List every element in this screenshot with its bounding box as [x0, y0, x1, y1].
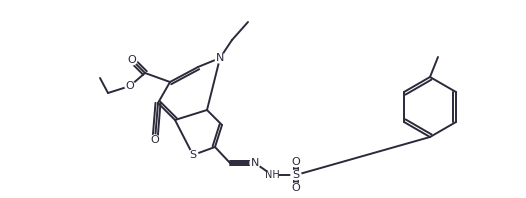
- Text: S: S: [292, 170, 300, 180]
- Text: NH: NH: [265, 170, 279, 180]
- Text: S: S: [189, 150, 197, 160]
- Text: O: O: [126, 81, 134, 91]
- Text: O: O: [291, 157, 300, 167]
- Text: O: O: [291, 183, 300, 193]
- Circle shape: [266, 169, 278, 181]
- Circle shape: [291, 170, 301, 180]
- Circle shape: [127, 55, 137, 65]
- Circle shape: [125, 81, 135, 91]
- Circle shape: [188, 150, 198, 160]
- Text: O: O: [150, 135, 159, 145]
- Text: N: N: [216, 53, 224, 63]
- Text: O: O: [128, 55, 136, 65]
- Circle shape: [150, 135, 160, 145]
- Circle shape: [291, 183, 301, 193]
- Circle shape: [291, 157, 301, 167]
- Text: N: N: [251, 158, 259, 168]
- Circle shape: [215, 53, 225, 63]
- Circle shape: [250, 158, 260, 168]
